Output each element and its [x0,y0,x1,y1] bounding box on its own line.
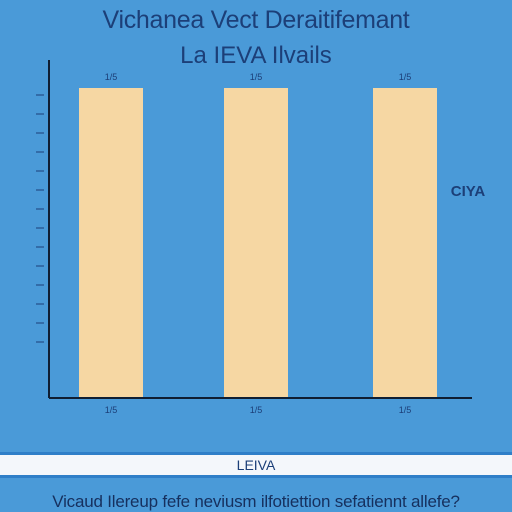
y-axis-ticks [36,94,44,343]
bar-bottom-label-1: 1/5 [105,405,118,415]
bar-value-label-2: 1/5 [250,72,263,82]
bars [79,88,437,398]
footer-caption: Vicaud Ilereup fefe neviusm ilfotiettion… [52,492,460,511]
legend-band-label: LEIVA [236,457,276,473]
chart-title: Vichanea Vect Deraitifemant [102,6,410,34]
side-legend: CIYA [428,183,508,203]
bar-3 [373,88,437,398]
legend-band: LEIVA [0,452,512,478]
chart-subtitle: La IEVA Ilvails [180,42,332,69]
bar-value-label-3: 1/5 [399,72,412,82]
bar-labels: 1/5 1/5 1/5 1/5 1/5 1/5 [105,72,412,415]
side-legend-title: CIYA [450,183,486,200]
bar-bottom-label-3: 1/5 [399,405,412,415]
bar-bottom-label-2: 1/5 [250,405,263,415]
bar-1 [79,88,143,398]
bar-value-label-1: 1/5 [105,72,118,82]
bar-2 [224,88,288,398]
